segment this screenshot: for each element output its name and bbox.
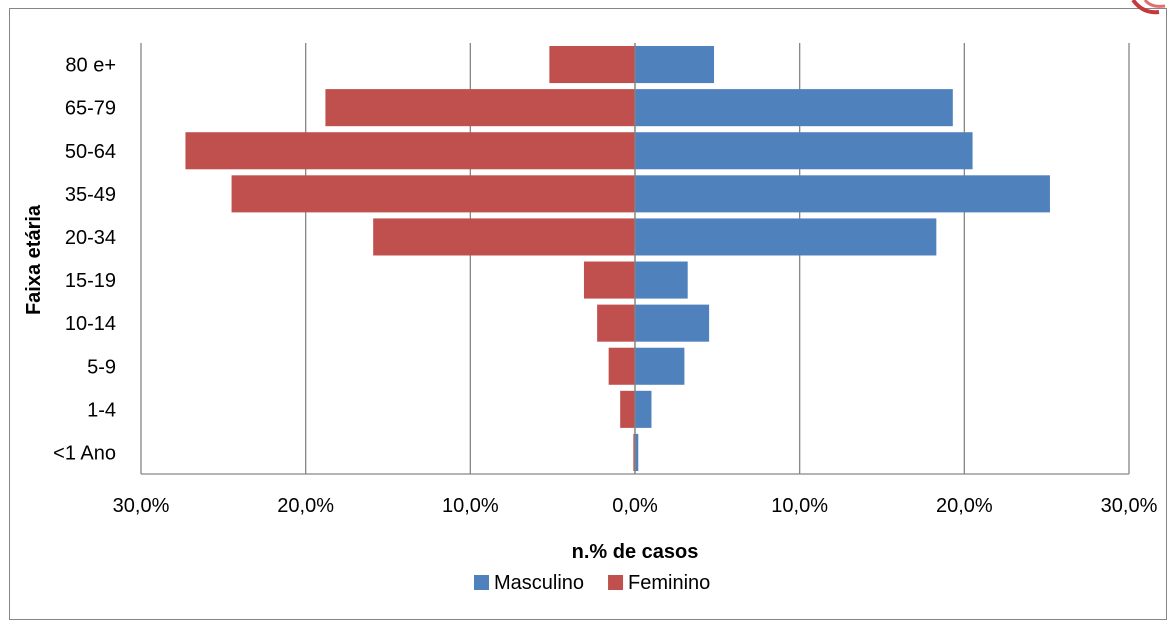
- y-category-label: 50-64: [65, 141, 116, 163]
- y-axis-title: Faixa etária: [23, 204, 45, 315]
- bar-feminino: [633, 433, 635, 471]
- legend-swatch: [474, 575, 489, 590]
- x-tick-label: 10,0%: [771, 495, 828, 517]
- legend-label: Feminino: [628, 572, 710, 594]
- bar-masculino: [635, 175, 1050, 213]
- bar-feminino: [549, 46, 635, 84]
- bars: [185, 43, 1050, 474]
- x-tick-label: 10,0%: [442, 495, 499, 517]
- y-category-label: 20-34: [65, 227, 116, 249]
- bar-feminino: [583, 261, 635, 299]
- bar-feminino: [597, 304, 635, 342]
- bar-masculino: [635, 261, 688, 299]
- y-category-label: 1-4: [87, 399, 116, 421]
- y-category-label: 35-49: [65, 184, 116, 206]
- bar-masculino: [635, 89, 953, 127]
- y-category-label: 5-9: [87, 356, 116, 378]
- labels: 30,0% 20,0% 10,0% 0,0% 10,0% 20,0% 30,0% <1 Ano…: [53, 55, 1157, 517]
- y-category-label: 10-14: [65, 313, 116, 335]
- bar-feminino: [373, 218, 635, 256]
- x-tick-label: 30,0%: [113, 495, 170, 517]
- y-category-label: <1 Ano: [53, 442, 116, 464]
- bar-feminino: [608, 347, 635, 385]
- y-category-label: 80 e+: [65, 55, 116, 77]
- x-tick-label: 30,0%: [1101, 495, 1158, 517]
- bar-feminino: [620, 390, 635, 428]
- bar-masculino: [635, 433, 639, 471]
- bar-feminino: [231, 175, 636, 213]
- corner-logo-fragment: [1115, 0, 1175, 18]
- y-category-label: 15-19: [65, 270, 116, 292]
- bar-masculino: [635, 132, 973, 170]
- x-tick-label: 20,0%: [277, 495, 334, 517]
- legend-label: Masculino: [494, 572, 584, 594]
- x-axis-title: n.% de casos: [572, 541, 699, 563]
- bar-masculino: [635, 347, 685, 385]
- chart-frame: [9, 8, 1167, 620]
- x-tick-label: 20,0%: [936, 495, 993, 517]
- bar-feminino: [185, 132, 635, 170]
- x-tick-label: 0,0%: [612, 495, 658, 517]
- y-category-label: 65-79: [65, 98, 116, 120]
- bar-masculino: [635, 390, 652, 428]
- bar-masculino: [635, 304, 710, 342]
- legend: Masculino Feminino: [474, 572, 710, 594]
- legend-swatch: [608, 575, 624, 590]
- bar-masculino: [635, 46, 715, 84]
- bar-feminino: [325, 89, 635, 127]
- bar-masculino: [635, 218, 937, 256]
